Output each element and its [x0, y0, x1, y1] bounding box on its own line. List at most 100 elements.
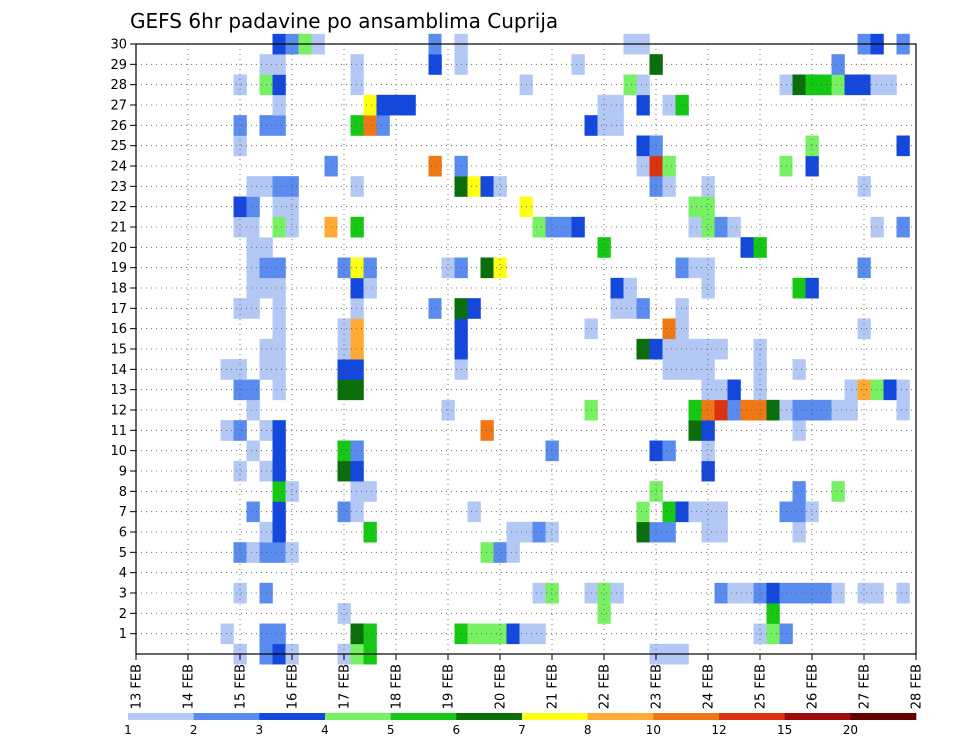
- precip-cell: [792, 399, 806, 421]
- precip-cell: [363, 481, 377, 502]
- precip-cell: [337, 257, 351, 279]
- precip-cell: [246, 298, 260, 319]
- precip-cell: [870, 379, 884, 401]
- precip-cell: [857, 582, 871, 604]
- precip-cell: [753, 623, 767, 645]
- precip-cell: [350, 74, 364, 96]
- precip-cell: [233, 542, 247, 563]
- precip-cell: [506, 623, 520, 645]
- precip-cell: [857, 318, 871, 340]
- precip-cell: [805, 501, 819, 523]
- precip-cell: [571, 54, 585, 75]
- precip-cell: [766, 399, 780, 421]
- precip-cell: [350, 338, 364, 360]
- precip-cell: [636, 155, 650, 177]
- precip-cell: [675, 257, 689, 279]
- x-tick-label: 20 FEB: [494, 664, 509, 709]
- precip-cell: [610, 115, 624, 136]
- precip-cell: [610, 298, 624, 319]
- precip-cell: [285, 196, 299, 218]
- precip-cell: [805, 277, 819, 299]
- precip-cell: [350, 298, 364, 319]
- precip-cell: [350, 257, 364, 279]
- precip-cell: [701, 176, 715, 197]
- y-tick-label: 15: [110, 343, 127, 358]
- precip-cell: [467, 176, 481, 197]
- precip-cell: [272, 277, 286, 299]
- y-tick-label: 23: [110, 180, 127, 195]
- precip-cell: [792, 501, 806, 523]
- precip-cell: [532, 582, 546, 604]
- precip-cell: [857, 257, 871, 279]
- y-tick-label: 21: [110, 221, 127, 236]
- precip-cell: [636, 481, 650, 502]
- precip-cell: [792, 359, 806, 380]
- precip-cell: [701, 420, 715, 441]
- y-tick-label: 6: [119, 526, 127, 541]
- precip-cell: [272, 623, 286, 645]
- precip-cell: [662, 501, 676, 523]
- precip-cell: [532, 216, 546, 238]
- x-tick-label: 19 FEB: [442, 664, 457, 709]
- precip-cell: [337, 318, 351, 340]
- precip-cell: [688, 399, 702, 421]
- precip-cell: [272, 359, 286, 380]
- precip-cell: [883, 379, 897, 401]
- precip-cell: [818, 74, 832, 96]
- precip-cell: [727, 399, 741, 421]
- heatmap-cells: [220, 33, 910, 665]
- precip-cell: [597, 582, 611, 604]
- x-tick-label: 21 FEB: [546, 664, 561, 709]
- precip-cell: [350, 54, 364, 75]
- x-tick-label: 16 FEB: [286, 664, 301, 709]
- precip-cell: [805, 399, 819, 421]
- precip-cell: [597, 94, 611, 116]
- precip-cell: [740, 582, 754, 604]
- y-axis: 1234567891011121314151617181920212223242…: [110, 38, 136, 642]
- precip-cell: [675, 338, 689, 360]
- precip-cell: [441, 257, 455, 279]
- precip-cell: [467, 623, 481, 645]
- precip-cell: [636, 521, 650, 543]
- precip-cell: [792, 155, 806, 177]
- precip-cell: [246, 542, 260, 563]
- precip-cell: [896, 582, 910, 604]
- legend-swatch: [390, 713, 457, 720]
- y-tick-label: 1: [119, 627, 127, 642]
- precip-cell: [740, 237, 754, 258]
- precip-cell: [272, 257, 286, 279]
- precip-cell: [701, 440, 715, 462]
- y-tick-label: 16: [110, 322, 127, 337]
- precip-cell: [246, 379, 260, 401]
- precip-cell: [337, 216, 351, 238]
- precip-cell: [532, 623, 546, 645]
- y-tick-label: 14: [110, 363, 127, 378]
- precip-cell: [272, 501, 286, 523]
- precip-cell: [701, 501, 715, 523]
- precip-cell: [701, 521, 715, 543]
- precip-cell: [870, 582, 884, 604]
- precip-cell: [792, 74, 806, 96]
- x-tick-label: 22 FEB: [598, 664, 613, 709]
- chart-title: GEFS 6hr padavine po ansamblima Cuprija: [130, 9, 558, 33]
- precip-cell: [337, 460, 351, 482]
- precip-cell: [558, 216, 572, 238]
- y-tick-label: 11: [110, 424, 127, 439]
- precip-cell: [688, 257, 702, 279]
- precip-cell: [506, 542, 520, 563]
- y-tick-label: 3: [119, 587, 127, 602]
- precip-cell: [727, 216, 741, 238]
- precip-cell: [272, 338, 286, 360]
- precip-cell: [623, 277, 637, 299]
- precip-cell: [636, 501, 650, 523]
- precip-cell: [233, 298, 247, 319]
- y-tick-label: 27: [110, 99, 127, 114]
- y-tick-label: 19: [110, 261, 127, 276]
- y-tick-label: 18: [110, 282, 127, 297]
- precip-cell: [610, 582, 624, 604]
- precip-cell: [753, 237, 767, 258]
- precip-cell: [363, 94, 377, 116]
- precip-cell: [233, 135, 247, 157]
- legend-label: 5: [387, 723, 395, 737]
- precip-cell: [545, 440, 559, 462]
